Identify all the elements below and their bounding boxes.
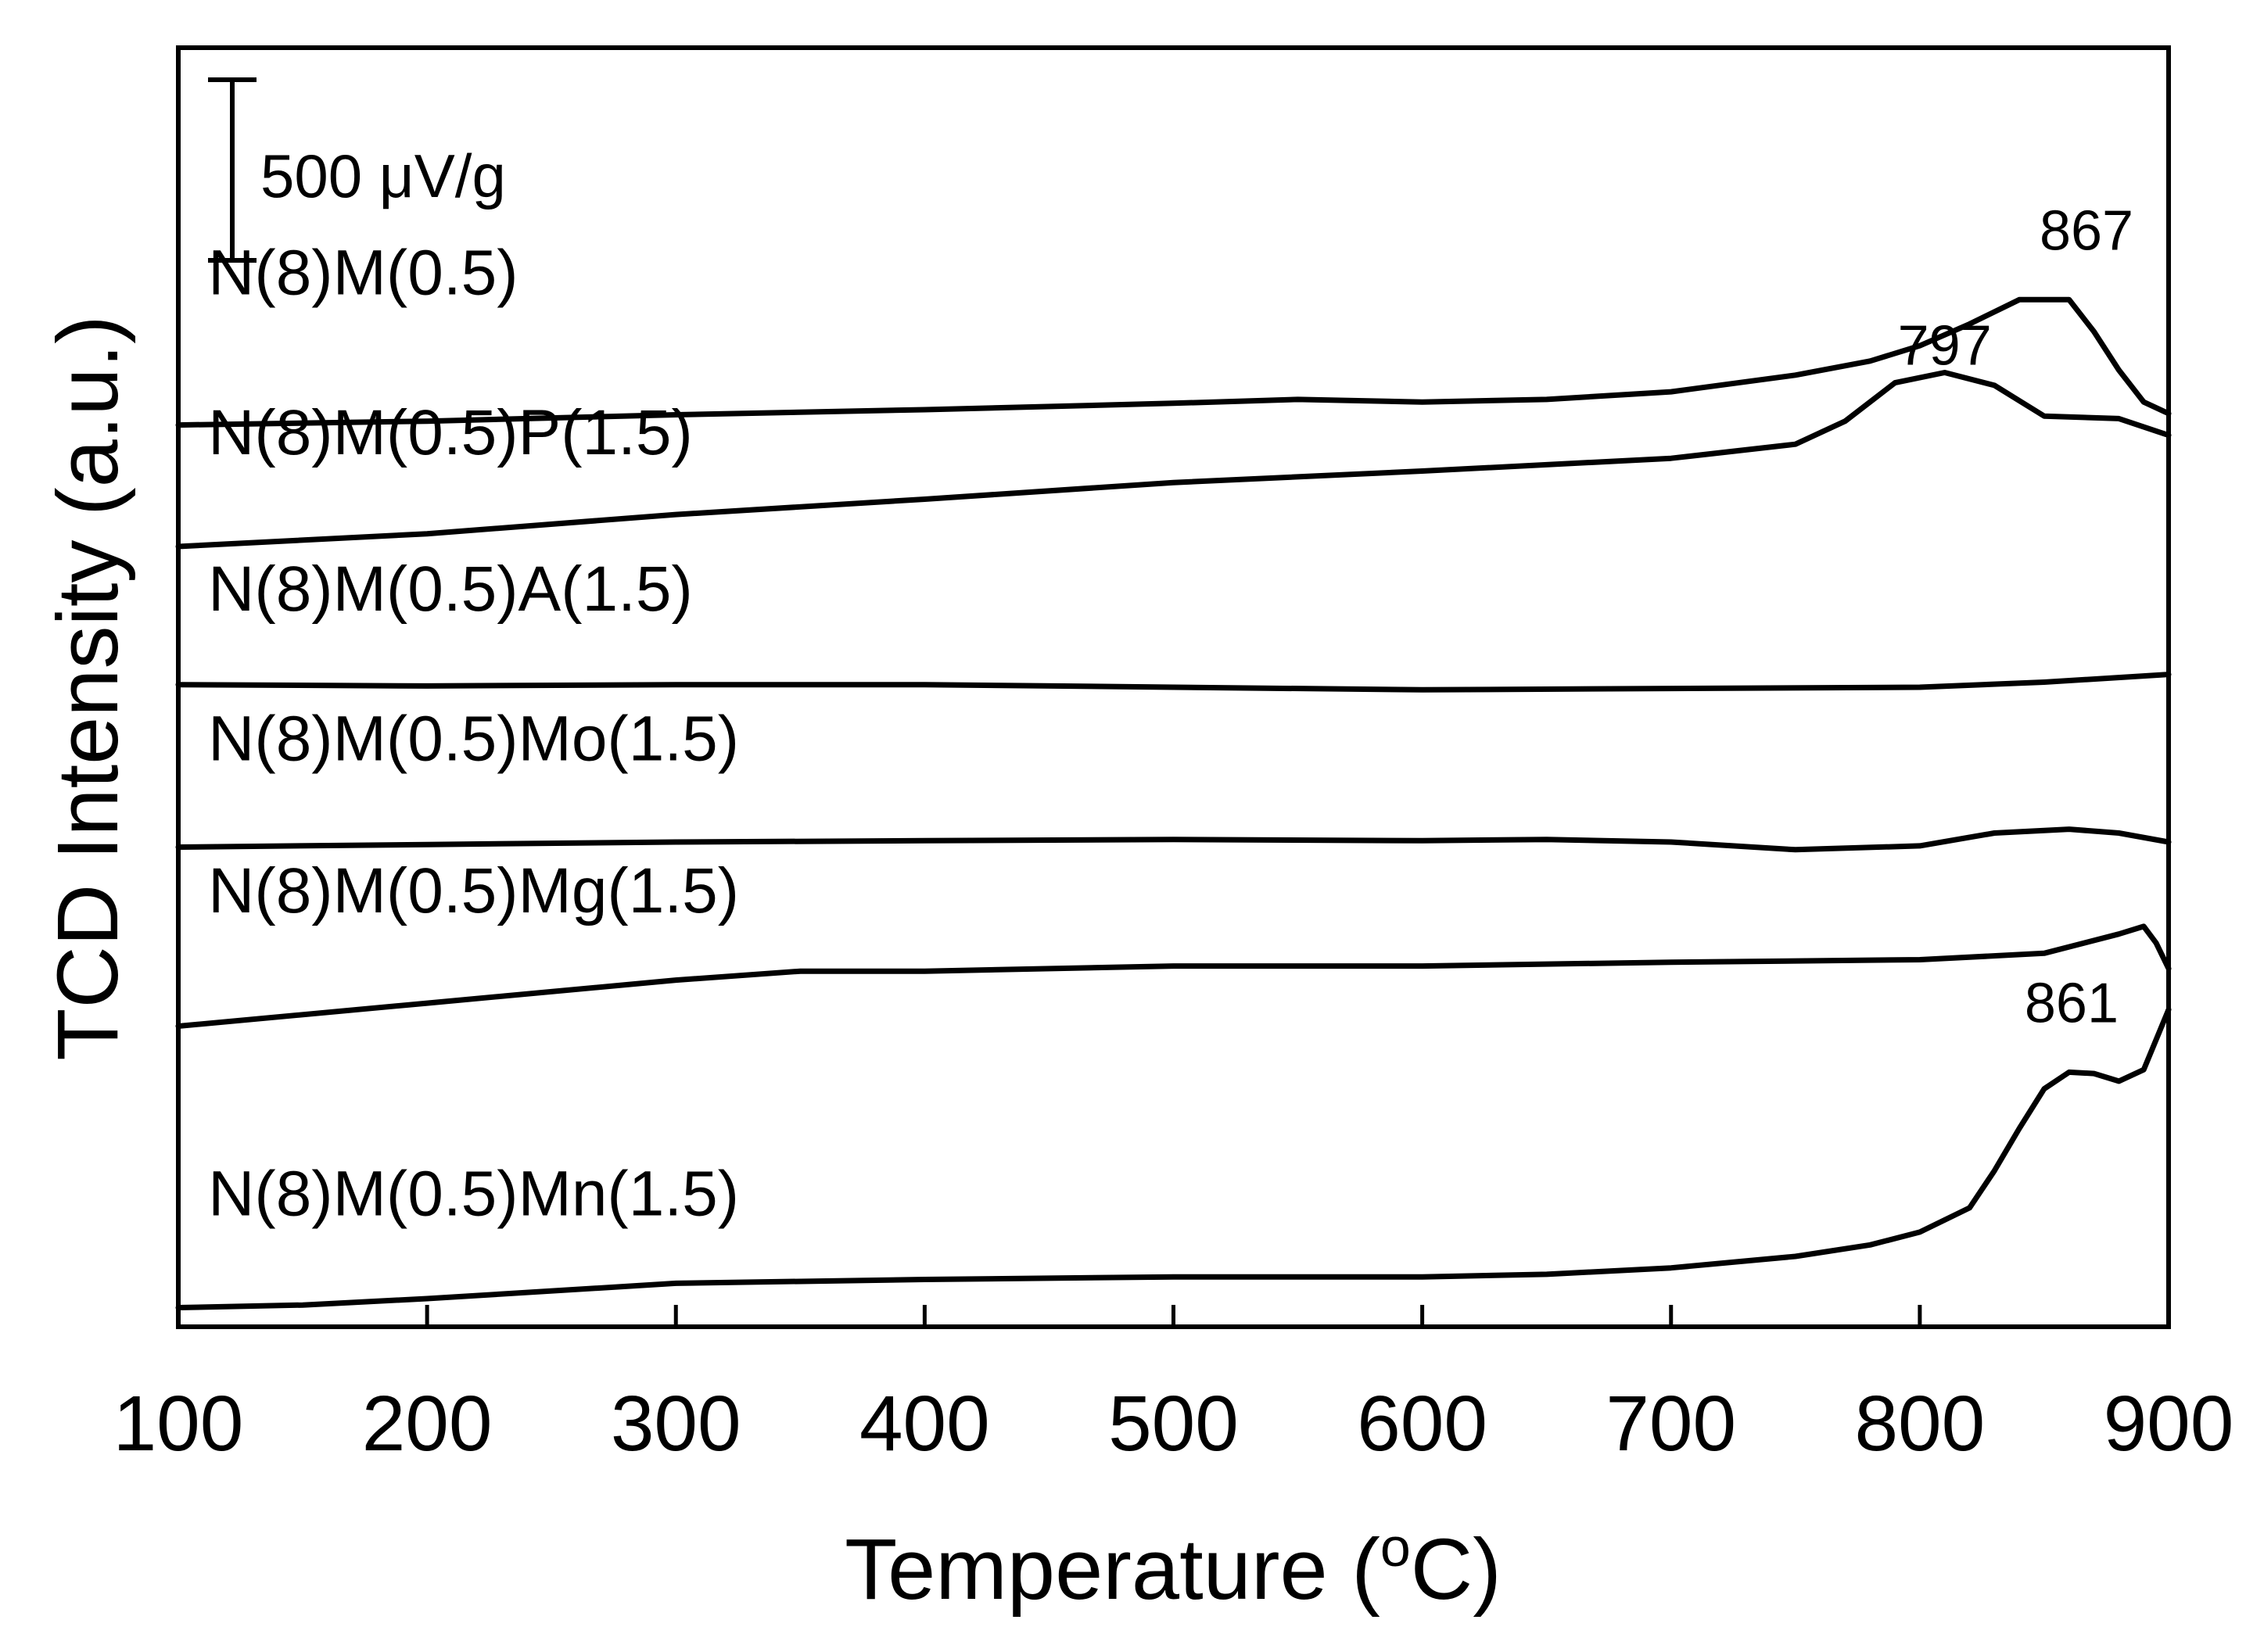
series-line-2	[175, 370, 2172, 550]
x-axis-title-degree: o	[1380, 1517, 1411, 1578]
x-tick-label-800: 800	[1854, 1380, 1985, 1467]
x-axis-title-unit: C)	[1411, 1521, 1502, 1618]
series-lines	[175, 296, 2172, 1310]
series-label-1: N(8)M(0.5)	[208, 238, 518, 309]
peak-annotations: 867 797 861	[1898, 199, 2133, 1034]
peak-label-867: 867	[2040, 199, 2133, 262]
peak-label-797: 797	[1898, 315, 1992, 378]
x-tick-label-500: 500	[1108, 1380, 1239, 1467]
x-tick-label-300: 300	[611, 1380, 741, 1467]
scale-bar-label: 500 μV/g	[260, 142, 506, 210]
series-label-2: N(8)M(0.5)P(1.5)	[208, 397, 693, 468]
x-tick-label-900: 900	[2104, 1380, 2234, 1467]
peak-label-861: 861	[2025, 973, 2119, 1035]
series-line-5	[175, 923, 2172, 1029]
series-labels: N(8)M(0.5) N(8)M(0.5)P(1.5) N(8)M(0.5)A(1.…	[208, 238, 739, 1230]
series-line-6	[175, 1006, 2172, 1310]
series-line-3	[175, 672, 2172, 693]
x-axis-title-main: Temperature (	[845, 1521, 1380, 1618]
x-tick-label-400: 400	[859, 1380, 990, 1467]
y-axis-title: TCD Intensity (a.u.)	[40, 315, 136, 1061]
x-tick-label-700: 700	[1606, 1380, 1736, 1467]
series-label-6: N(8)M(0.5)Mn(1.5)	[208, 1159, 739, 1230]
series-label-5: N(8)M(0.5)Mg(1.5)	[208, 855, 739, 926]
x-tick-label-600: 600	[1357, 1380, 1487, 1467]
series-label-4: N(8)M(0.5)Mo(1.5)	[208, 703, 739, 774]
x-axis-ticks	[425, 1305, 1922, 1327]
series-line-1	[175, 296, 2172, 428]
scale-bar: 500 μV/g	[208, 77, 506, 263]
x-tick-label-100: 100	[113, 1380, 244, 1467]
x-axis-tick-labels: 100 200 300 400 500 600 700 800 900	[113, 1380, 2234, 1467]
x-axis-title: Temperature (oC)	[845, 1517, 1502, 1618]
series-label-3: N(8)M(0.5)A(1.5)	[208, 554, 693, 625]
x-tick-label-200: 200	[362, 1380, 493, 1467]
series-line-4	[175, 826, 2172, 853]
